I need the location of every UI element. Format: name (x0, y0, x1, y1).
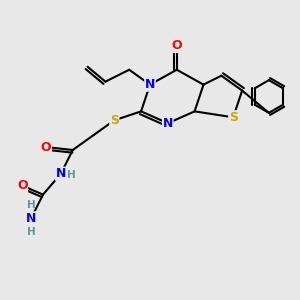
Text: O: O (171, 40, 182, 52)
Text: N: N (26, 212, 36, 225)
Text: O: O (17, 179, 28, 192)
Text: O: O (41, 140, 51, 154)
Text: H: H (68, 170, 76, 180)
Text: N: N (56, 167, 66, 180)
Text: H: H (27, 200, 35, 210)
Text: S: S (110, 114, 119, 127)
Text: H: H (27, 227, 35, 237)
Text: N: N (163, 117, 173, 130)
Text: N: N (145, 78, 155, 91)
Text: S: S (229, 111, 238, 124)
